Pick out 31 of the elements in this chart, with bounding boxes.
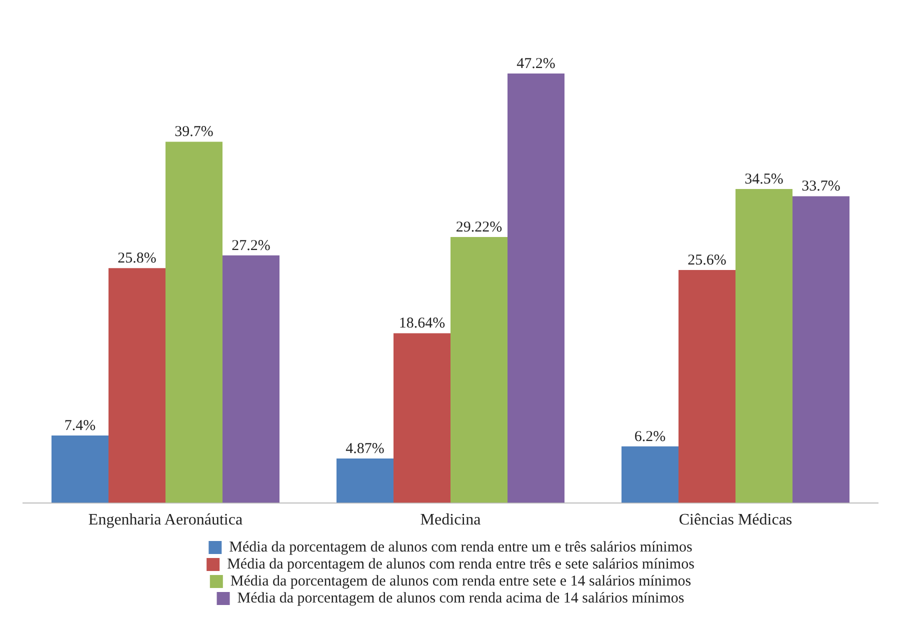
x-tick-label: Ciências Médicas — [678, 512, 792, 529]
bar — [736, 188, 792, 503]
legend-label: Média da porcentagem de alunos com renda entre sete e 14 salários mínimos — [230, 573, 692, 590]
x-tick-label: Engenharia Aeronáutica — [88, 512, 243, 529]
data-label: 34.5% — [744, 171, 784, 188]
bar — [394, 333, 450, 503]
data-label: 25.6% — [688, 252, 726, 268]
bar — [792, 196, 850, 503]
data-label: 7.4% — [64, 418, 96, 434]
bar — [508, 73, 564, 503]
data-label: 47.2% — [516, 56, 556, 72]
bar — [52, 435, 108, 503]
bar — [336, 458, 394, 503]
data-label: 29.22% — [456, 219, 502, 236]
data-label: 4.87% — [346, 440, 384, 457]
bar — [222, 255, 280, 503]
bar — [166, 142, 222, 503]
bar — [622, 446, 678, 503]
data-label: 27.2% — [232, 238, 270, 254]
x-tick-label: Medicina — [420, 512, 481, 529]
legend-label: Média da porcentagem de alunos com renda entre um e três salários mínimos — [229, 539, 693, 556]
data-label: 39.7% — [174, 124, 214, 140]
bar — [108, 268, 166, 503]
data-label: 33.7% — [802, 178, 840, 195]
bar — [450, 237, 508, 503]
data-label: 25.8% — [118, 250, 156, 267]
legend-label: Média da porcentagem de alunos com renda entre três e sete salários mínimos — [227, 556, 695, 572]
data-label: 18.64% — [398, 316, 446, 332]
bar — [678, 270, 736, 503]
legend-label: Média da porcentagem de alunos com renda acima de 14 salários mínimos — [237, 590, 684, 606]
data-label: 6.2% — [634, 428, 666, 445]
